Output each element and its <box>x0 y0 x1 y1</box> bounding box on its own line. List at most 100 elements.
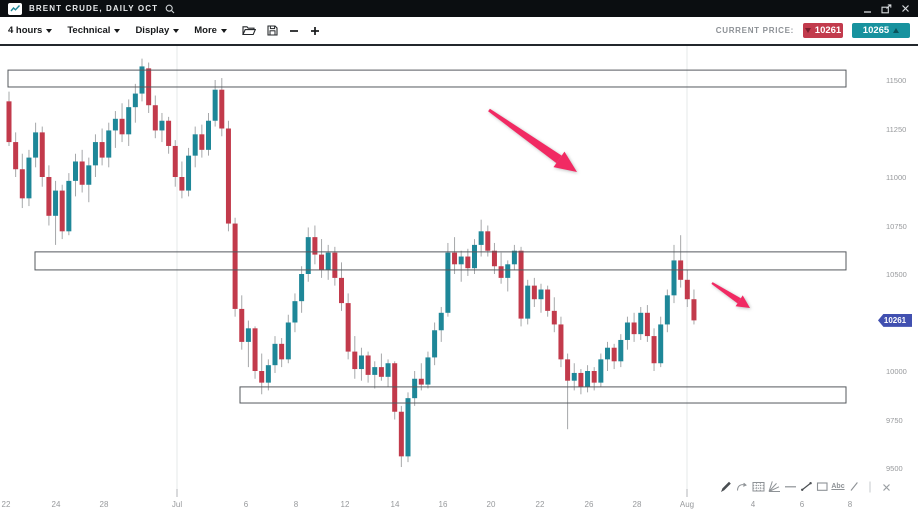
time-tick-label: 12 <box>340 500 350 509</box>
candle <box>405 392 411 463</box>
candle <box>186 147 192 197</box>
time-tick-label: Jul <box>171 500 183 509</box>
save-icon[interactable] <box>267 25 278 36</box>
pen-icon[interactable] <box>719 478 733 495</box>
candle <box>26 149 32 207</box>
time-tick-label: 6 <box>243 500 249 509</box>
candle <box>285 314 291 364</box>
candle <box>538 283 544 313</box>
candle <box>212 80 218 127</box>
time-tick-label: 28 <box>99 500 109 509</box>
price-tick-label: 10000 <box>886 367 907 376</box>
candle <box>272 336 278 373</box>
support-zone[interactable] <box>239 386 847 404</box>
trend-arrow[interactable] <box>488 108 577 172</box>
horizontal-line-icon[interactable] <box>783 478 797 495</box>
price-tick-label: 10750 <box>886 221 907 231</box>
elbow-arrow-icon[interactable] <box>735 478 749 495</box>
open-folder-icon[interactable] <box>242 25 256 36</box>
display-dropdown[interactable]: Display <box>135 25 180 36</box>
time-tick-label: 28 <box>632 500 642 509</box>
price-tick-label: 11500 <box>886 76 907 85</box>
candle <box>279 338 285 368</box>
candle <box>358 347 364 381</box>
candle <box>319 239 325 278</box>
candle <box>299 266 305 313</box>
sell-price-button[interactable]: 10261 <box>803 23 843 38</box>
buy-price-button[interactable]: 10265 <box>852 23 910 38</box>
technical-dropdown[interactable]: Technical <box>67 25 121 36</box>
search-icon[interactable] <box>165 4 175 14</box>
candle <box>172 140 178 187</box>
candle <box>418 363 424 391</box>
candle <box>458 250 464 282</box>
candle <box>651 328 657 371</box>
text-tool-icon[interactable]: Abc <box>831 478 845 495</box>
trend-line-icon[interactable] <box>799 478 813 495</box>
candle <box>252 326 258 379</box>
more-dropdown[interactable]: More <box>194 25 227 36</box>
candle <box>452 237 458 274</box>
upper-resistance-zone[interactable] <box>7 69 847 88</box>
popout-icon[interactable] <box>881 3 892 14</box>
current-price-area: CURRENT PRICE: 10261 10265 <box>716 23 910 38</box>
close-window-icon[interactable] <box>901 4 910 13</box>
interval-dropdown-label: 4 hours <box>8 25 43 36</box>
mid-resistance-zone[interactable] <box>34 251 847 271</box>
candle <box>445 242 451 317</box>
candle <box>292 293 298 333</box>
interval-dropdown[interactable]: 4 hours <box>8 25 53 36</box>
up-arrow-icon <box>893 28 900 33</box>
window-controls <box>863 3 910 14</box>
buy-price-value: 10265 <box>862 25 890 36</box>
candle <box>438 306 444 342</box>
grid-icon[interactable] <box>751 478 765 495</box>
drawing-toolbar: Abc <box>719 478 893 495</box>
caret-down-icon <box>220 28 227 33</box>
rectangle-icon[interactable] <box>815 478 829 495</box>
time-tick-label: 16 <box>438 500 448 509</box>
time-tick-label: 22 <box>535 500 545 509</box>
zoom-out-icon[interactable] <box>289 26 299 36</box>
candle <box>365 351 371 383</box>
display-dropdown-label: Display <box>135 25 170 36</box>
candle <box>498 252 504 284</box>
candle <box>179 161 185 199</box>
candle <box>558 316 564 368</box>
candle <box>485 225 491 257</box>
candle <box>139 58 145 102</box>
candle <box>585 365 591 393</box>
time-tick-label: 8 <box>847 500 853 509</box>
candle <box>491 242 497 274</box>
current-price-label: CURRENT PRICE: <box>715 26 794 35</box>
minimize-icon[interactable] <box>863 4 872 14</box>
candle <box>219 78 225 137</box>
candle <box>571 363 577 391</box>
candle <box>691 289 697 325</box>
candle <box>378 353 384 381</box>
instrument-title: BRENT CRUDE, DAILY OCT <box>29 4 159 13</box>
price-tick-label: 11250 <box>886 124 907 134</box>
candle <box>412 371 418 406</box>
time-tick-label: 20 <box>486 500 496 509</box>
candle <box>432 322 438 366</box>
candle <box>339 262 344 311</box>
slash-icon[interactable] <box>847 478 861 495</box>
fan-lines-icon[interactable] <box>767 478 781 495</box>
candle <box>13 132 19 177</box>
zoom-in-icon[interactable] <box>310 26 320 36</box>
candle <box>425 351 431 389</box>
chart-toolbar: 4 hours Technical Display More CURRENT P <box>0 17 918 46</box>
candle <box>312 225 318 265</box>
sell-price-value: 10261 <box>814 25 842 36</box>
time-tick-label: 8 <box>293 500 299 509</box>
text-tool-label: Abc <box>831 483 845 490</box>
close-toolbar-icon[interactable] <box>879 478 893 495</box>
caret-down-icon <box>173 28 180 33</box>
candle <box>232 217 238 317</box>
candle <box>239 295 245 350</box>
trend-arrow[interactable] <box>711 282 750 308</box>
candle <box>678 235 684 288</box>
candle <box>511 244 517 271</box>
